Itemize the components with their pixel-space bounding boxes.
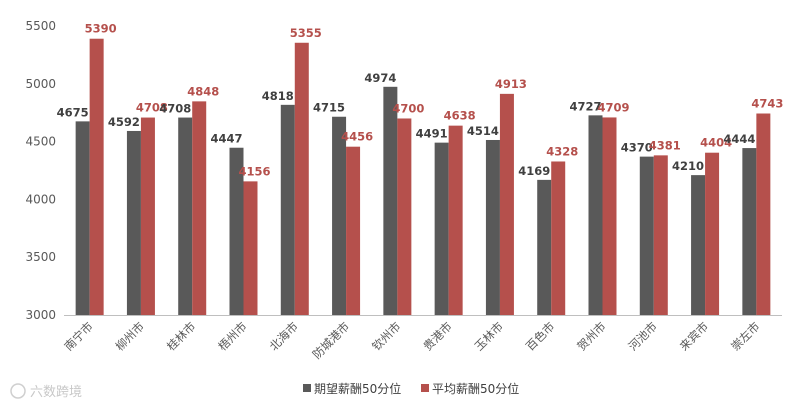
bar-expected — [434, 142, 449, 315]
data-label-average: 4381 — [649, 138, 681, 152]
y-tick-label: 5000 — [25, 77, 56, 91]
data-label-expected: 4447 — [210, 132, 242, 146]
bar-average — [294, 42, 309, 316]
x-tick-label: 柳州市 — [113, 319, 147, 353]
bar-expected — [178, 117, 193, 315]
data-label-average: 4638 — [444, 109, 476, 123]
x-tick-label: 贵港市 — [420, 319, 454, 353]
bar-average — [705, 152, 720, 315]
data-label-average: 4743 — [751, 97, 783, 111]
bar-expected — [588, 115, 603, 316]
bar-expected — [537, 179, 552, 315]
bar-average — [551, 161, 566, 315]
x-tick-label: 梧州市 — [215, 319, 249, 353]
bar-average — [192, 101, 207, 315]
y-tick-label: 5500 — [25, 19, 56, 33]
data-label-expected: 4210 — [672, 159, 704, 173]
bar-expected — [639, 156, 654, 315]
bar-average — [756, 113, 771, 315]
data-label-average: 4709 — [597, 100, 629, 114]
data-label-expected: 4370 — [621, 141, 653, 155]
bar-average — [140, 117, 155, 315]
bar-expected — [126, 130, 141, 315]
legend-swatch — [303, 384, 311, 392]
x-tick-label: 玉林市 — [472, 319, 506, 353]
data-label-expected: 4715 — [313, 101, 345, 115]
data-label-average: 4913 — [495, 77, 527, 91]
data-label-average: 4328 — [546, 144, 578, 158]
data-label-average: 4156 — [238, 164, 270, 178]
bar-expected — [280, 104, 295, 315]
watermark: 六数跨境 — [10, 383, 82, 400]
bar-expected — [691, 175, 706, 315]
bar-average — [243, 181, 258, 315]
watermark-logo-icon — [10, 383, 26, 399]
watermark-text: 六数跨境 — [30, 385, 82, 400]
data-label-expected: 4514 — [467, 124, 499, 138]
data-label-average: 4848 — [187, 84, 219, 98]
data-label-expected: 4169 — [518, 164, 550, 178]
data-label-average: 5355 — [290, 26, 322, 40]
x-tick-label: 南宁市 — [61, 319, 95, 353]
data-label-expected: 4727 — [569, 99, 601, 113]
bar-average — [602, 117, 617, 315]
data-label-average: 4456 — [341, 130, 373, 144]
bar-average — [499, 93, 514, 315]
bar-average — [397, 118, 412, 315]
data-label-expected: 4592 — [108, 115, 140, 129]
data-label-expected: 4708 — [159, 102, 191, 116]
legend-swatch — [421, 384, 429, 392]
bar-average — [346, 146, 361, 315]
bar-average — [448, 125, 463, 315]
x-tick-label: 北海市 — [267, 319, 301, 353]
x-tick-label: 贺州市 — [574, 319, 608, 353]
x-tick-label: 来宾市 — [677, 319, 711, 353]
bar-expected — [229, 147, 244, 315]
data-label-average: 4708 — [136, 101, 168, 115]
data-label-expected: 4444 — [723, 132, 755, 146]
bar-expected — [742, 148, 757, 315]
y-tick-label: 4000 — [25, 192, 56, 206]
bar-expected — [485, 139, 500, 315]
legend-label: 平均薪酬50分位 — [432, 381, 519, 396]
y-tick-label: 3500 — [25, 250, 56, 264]
data-label-expected: 4974 — [364, 71, 396, 85]
y-tick-label: 4500 — [25, 135, 56, 149]
bar-expected — [332, 116, 347, 315]
data-label-average: 5390 — [85, 22, 117, 36]
x-tick-label: 河池市 — [626, 319, 660, 353]
bar-expected — [75, 121, 90, 316]
bar-average — [653, 155, 668, 315]
data-label-average: 4404 — [700, 136, 732, 150]
legend-label: 期望薪酬50分位 — [314, 381, 401, 396]
bar-expected — [383, 86, 398, 315]
data-label-expected: 4675 — [57, 105, 89, 119]
data-label-expected: 4491 — [416, 127, 448, 141]
x-tick-label: 崇左市 — [728, 319, 762, 353]
data-label-average: 4700 — [392, 101, 424, 115]
x-tick-label: 钦州市 — [369, 319, 403, 353]
y-tick-label: 3000 — [25, 308, 56, 322]
data-label-expected: 4818 — [262, 89, 294, 103]
x-tick-label: 防城港市 — [310, 319, 352, 361]
x-tick-label: 桂林市 — [164, 319, 198, 353]
bar-average — [89, 38, 104, 315]
x-tick-label: 百色市 — [523, 319, 557, 353]
